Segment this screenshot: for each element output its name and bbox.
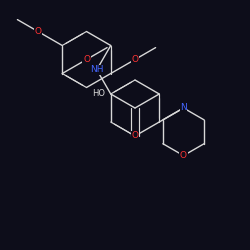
Text: O: O: [132, 132, 138, 140]
Text: O: O: [132, 55, 138, 64]
Text: O: O: [180, 151, 187, 160]
Text: NH: NH: [90, 65, 104, 74]
Text: HO: HO: [92, 90, 105, 98]
Text: O: O: [34, 27, 42, 36]
Text: O: O: [83, 55, 90, 64]
Text: N: N: [180, 104, 187, 112]
